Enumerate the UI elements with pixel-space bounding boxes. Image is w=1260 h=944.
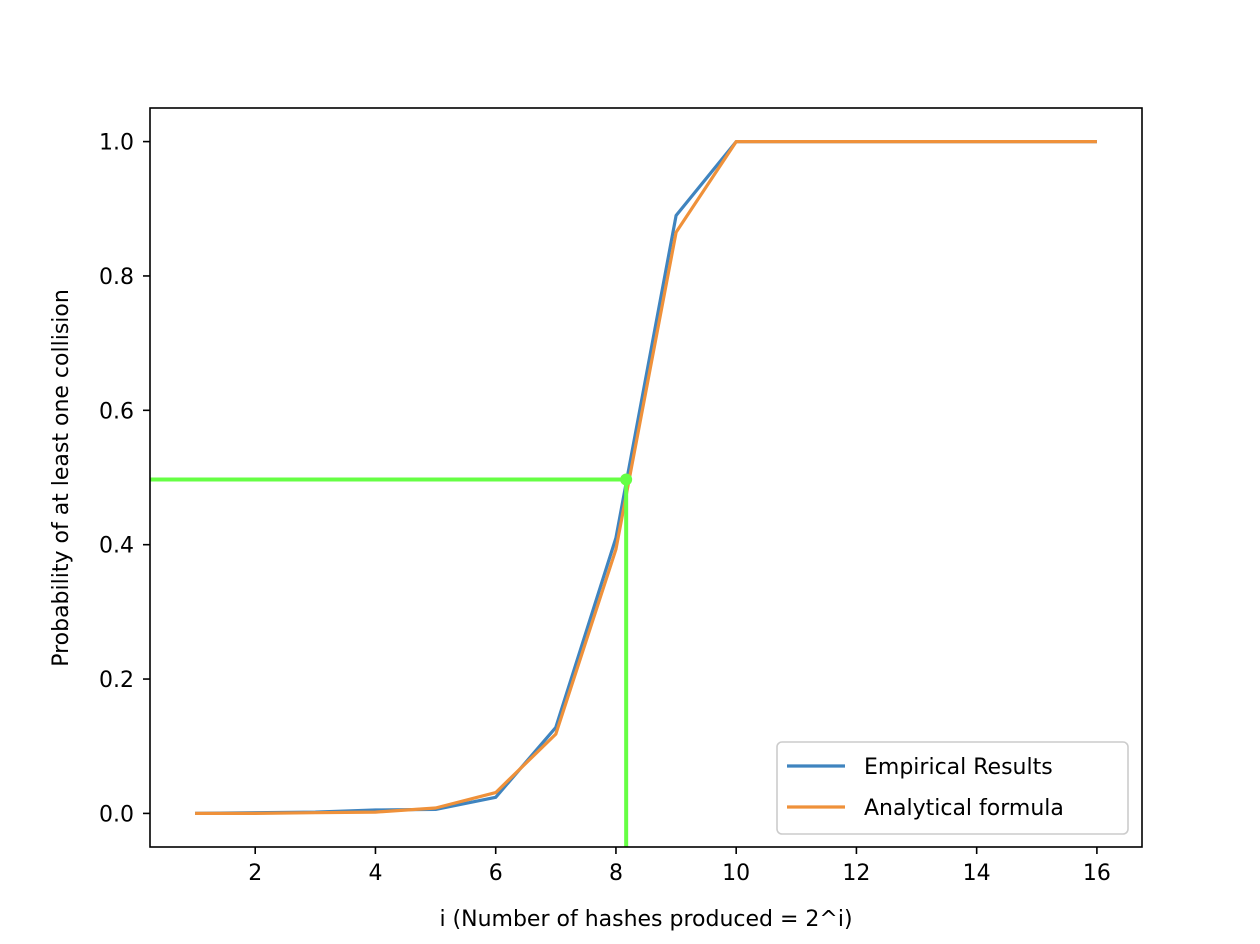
legend-label-1: Analytical formula: [864, 796, 1064, 821]
y-tick-label: 0.6: [99, 399, 134, 424]
x-tick-label: 4: [368, 861, 382, 886]
y-tick-label: 0.4: [99, 534, 134, 559]
y-tick-label: 0.8: [99, 265, 134, 290]
y-tick-label: 0.2: [99, 668, 134, 693]
x-tick-label: 12: [842, 861, 870, 886]
x-tick-label: 14: [963, 861, 991, 886]
y-tick-label: 0.0: [99, 802, 134, 827]
series-line-1: [195, 140, 1097, 816]
x-tick-label: 10: [722, 861, 750, 886]
y-tick-label: 1.0: [99, 131, 134, 156]
axes-frame: [149, 107, 1143, 848]
x-tick-label: 8: [609, 861, 623, 886]
legend-label-0: Empirical Results: [864, 755, 1053, 780]
legend: Empirical Results Analytical formula: [776, 741, 1129, 835]
series-line-0: [195, 140, 1097, 815]
threshold-point: [620, 473, 633, 486]
x-tick-label: 6: [489, 861, 503, 886]
x-tick-label: 2: [248, 861, 262, 886]
x-axis-label: i (Number of hashes produced = 2^i): [439, 907, 852, 932]
plot-area: [150, 140, 1097, 847]
ticks: 2 4 6 8 10 12 14 16 0.0 0.2 0.4 0.6 0.8 1.0: [99, 131, 1111, 886]
y-axis-label: Probability of at least one collision: [49, 289, 74, 667]
legend-box: [776, 741, 1129, 835]
x-tick-label: 16: [1083, 861, 1111, 886]
